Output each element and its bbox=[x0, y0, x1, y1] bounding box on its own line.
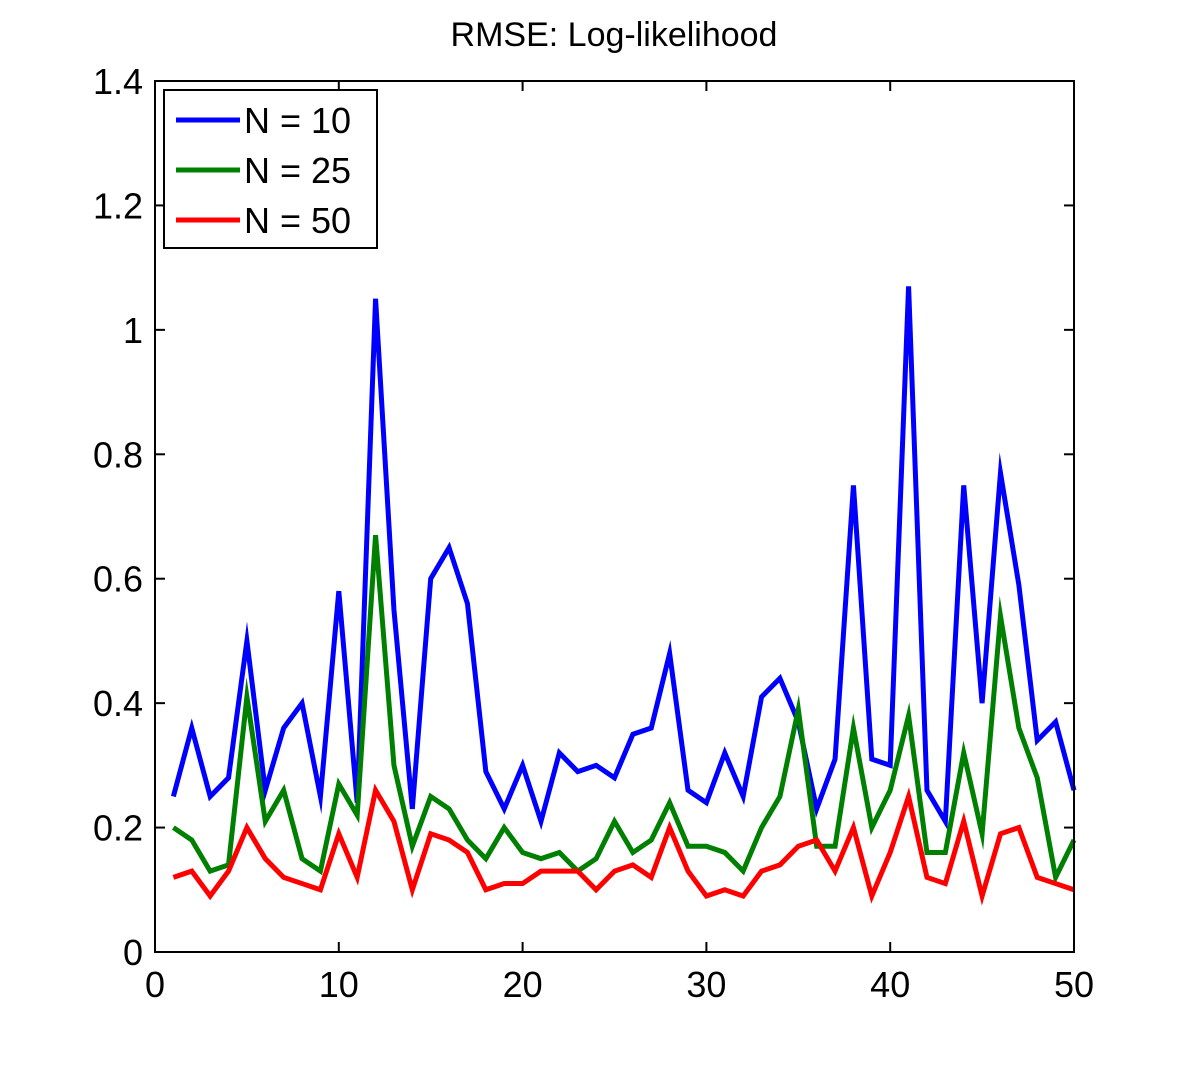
y-tick-label: 0.4 bbox=[93, 683, 143, 724]
y-tick-label: 1.4 bbox=[93, 61, 143, 102]
x-tick-label: 10 bbox=[319, 964, 359, 1005]
legend-label-3: N = 50 bbox=[244, 200, 351, 241]
legend-label-1: N = 10 bbox=[244, 100, 351, 141]
legend: N = 10 N = 25 N = 50 bbox=[163, 89, 378, 249]
plot-area: 0 10 20 30 40 50 0 0.2 0.4 0.6 0.8 1 1.2 1.4 bbox=[93, 61, 1094, 1005]
legend-label-2: N = 25 bbox=[244, 150, 351, 191]
x-tick-label: 30 bbox=[686, 964, 726, 1005]
x-tick-label: 40 bbox=[870, 964, 910, 1005]
axes-box bbox=[154, 80, 1075, 953]
y-tick-label: 0.2 bbox=[93, 808, 143, 849]
y-tick-label: 0.6 bbox=[93, 559, 143, 600]
y-tick-label: 1.2 bbox=[93, 185, 143, 226]
x-tick-label: 20 bbox=[503, 964, 543, 1005]
x-tick-label: 0 bbox=[145, 964, 165, 1005]
y-tick-label: 0 bbox=[123, 932, 143, 973]
y-tick-label: 0.8 bbox=[93, 434, 143, 475]
chart-title: RMSE: Log-likelihood bbox=[451, 16, 778, 54]
series-line-1 bbox=[170, 286, 1077, 831]
y-tick-label: 1 bbox=[123, 310, 143, 351]
series-line-2 bbox=[171, 534, 1077, 886]
series-line-3 bbox=[172, 783, 1075, 906]
x-tick-label: 50 bbox=[1054, 964, 1094, 1005]
